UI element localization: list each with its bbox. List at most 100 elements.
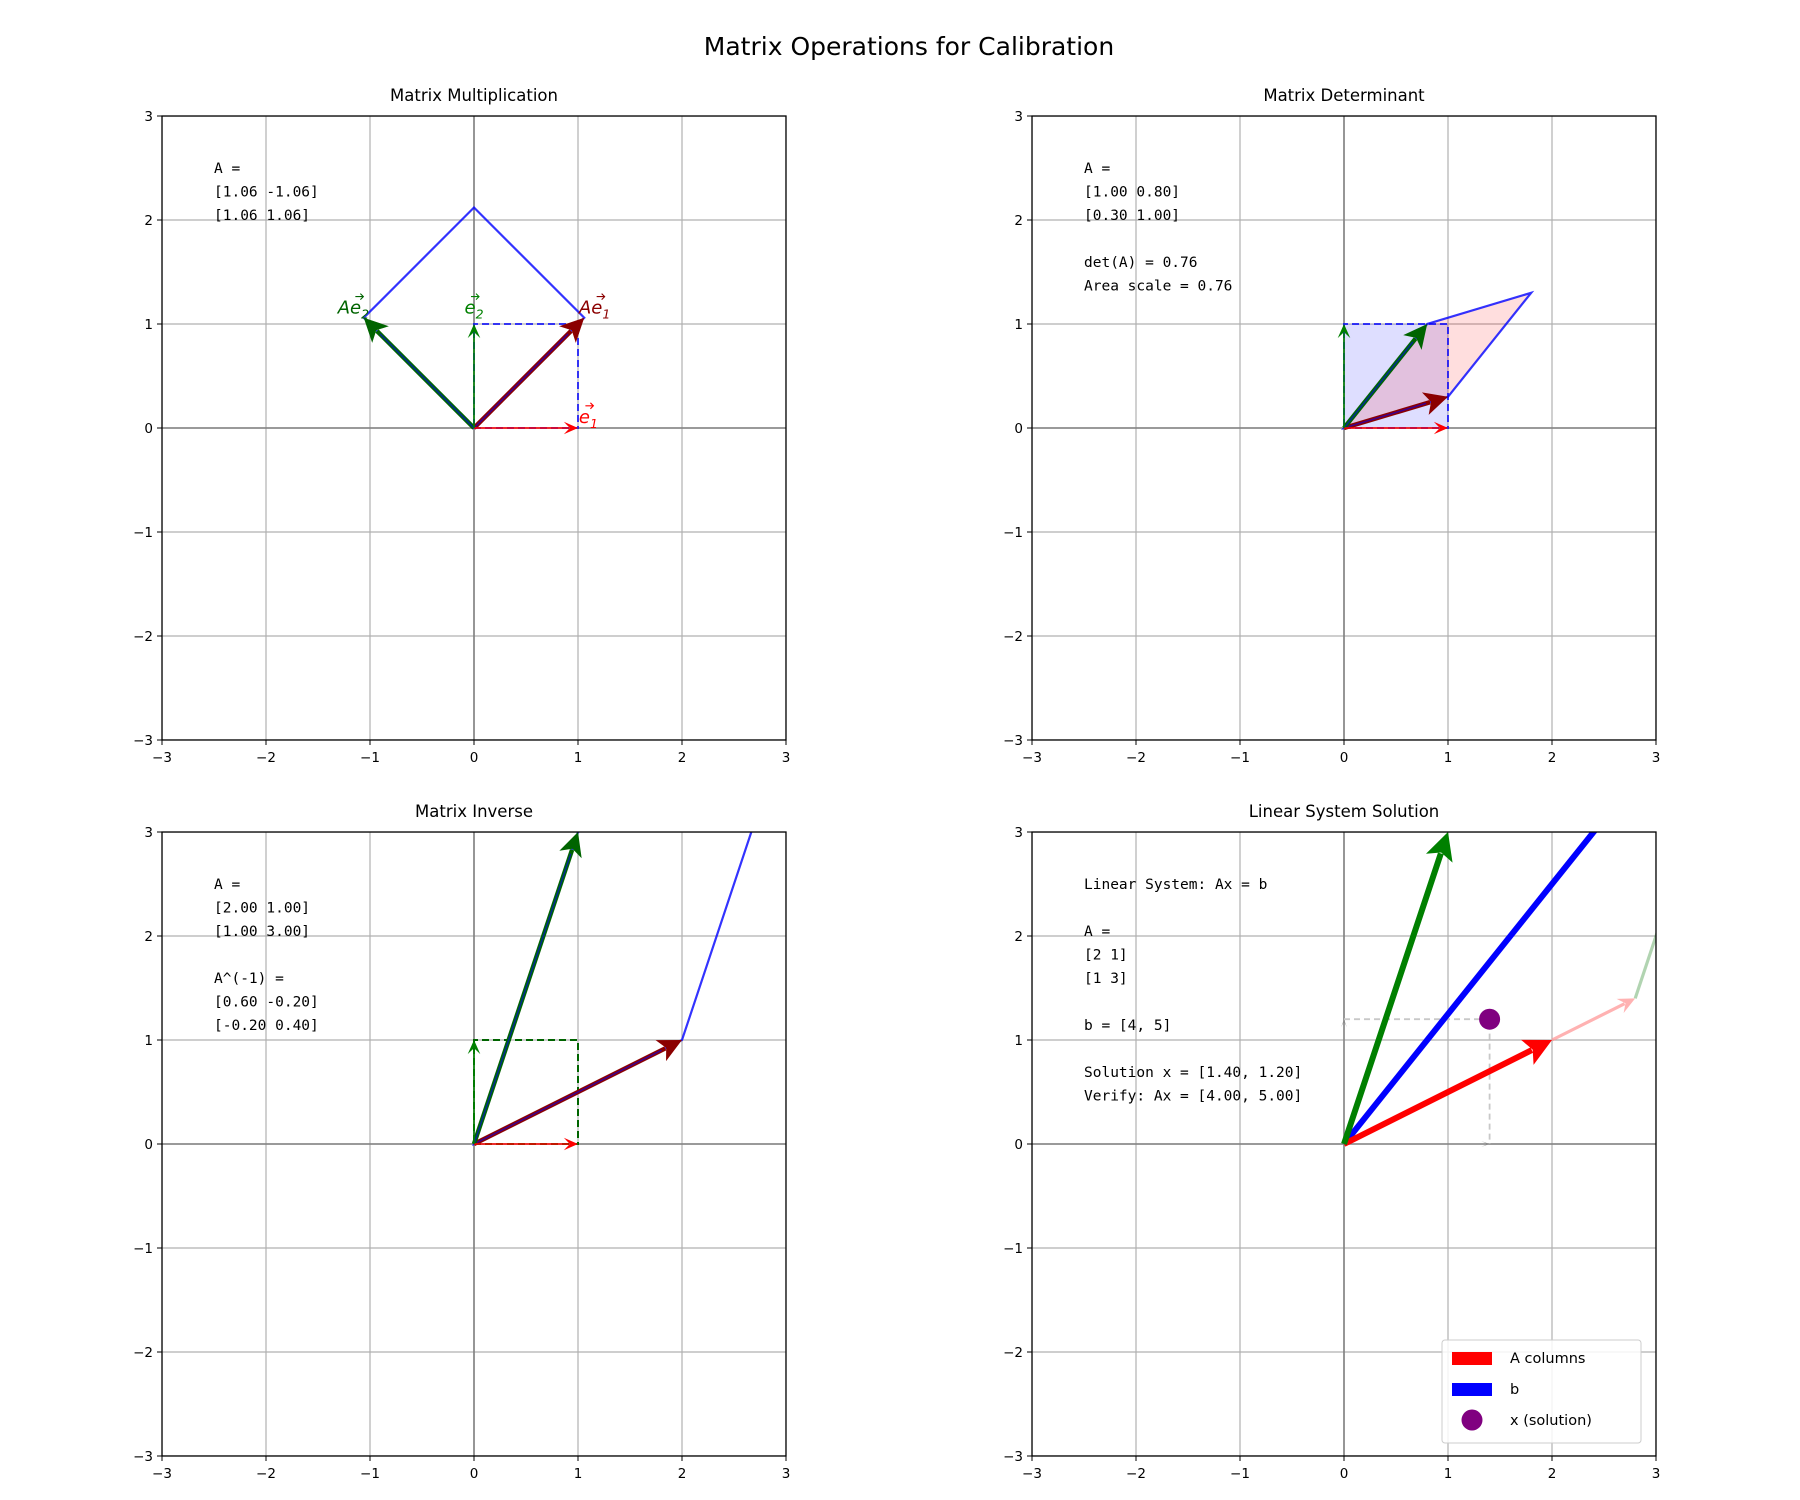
- scaled-column-1-shaft: [1551, 1002, 1626, 1042]
- vector-label-ae1: Ae1: [578, 298, 610, 322]
- unit-square-fill: [1344, 324, 1448, 428]
- vector-label-accent: [355, 293, 365, 300]
- transformed-fill: [1344, 292, 1532, 428]
- y-tick-label: 0: [1014, 1137, 1023, 1153]
- panel-matrix-multiplication: Matrix Multiplication −3 −2 −1 0 1 2 3 −3 −2 −1 0 1…: [133, 86, 790, 766]
- annotation-line: Area scale = 0.76: [1084, 279, 1232, 295]
- x-tick-label: 3: [782, 750, 791, 766]
- annotation-line: [1.00 0.80]: [1084, 185, 1180, 201]
- annotation-line: Verify: Ax = [4.00, 5.00]: [1084, 1089, 1302, 1105]
- legend-swatch: [1452, 1352, 1492, 1365]
- vector-Ae1-core: [473, 333, 569, 429]
- y-tick-label: 2: [144, 929, 153, 945]
- vector-e1: [474, 1137, 578, 1151]
- annotation-line: Solution x = [1.40, 1.20]: [1084, 1065, 1302, 1081]
- x-tick-label: −1: [1230, 750, 1250, 766]
- vector-label-subscript: 1: [602, 307, 610, 322]
- vector-e2-head: [1337, 324, 1351, 339]
- annotation-line: [1084, 901, 1093, 917]
- plot-area: [1032, 624, 1760, 1456]
- plot-area: [1032, 116, 1656, 740]
- panel-matrix-inverse: Matrix Inverse −3 −2 −1 0 1 2 3 −3 −2 −1 0 1 2 3 A = [2…: [133, 802, 791, 1482]
- annotation-line: A =: [214, 161, 240, 177]
- y-tick-label: 1: [144, 317, 153, 333]
- vector-label-base: e: [464, 298, 475, 319]
- vector-e2: [467, 324, 481, 428]
- x-tick-label: 2: [1548, 750, 1557, 766]
- x-tick-label: −3: [1022, 1466, 1042, 1482]
- x-tick-label: 0: [470, 750, 479, 766]
- y-tick-label: 1: [1014, 1033, 1023, 1049]
- y-tick-label: 3: [144, 825, 153, 841]
- y-tick-label: 2: [1014, 213, 1023, 229]
- annotation-line: [2.00 1.00]: [214, 901, 310, 917]
- scaled-column-1: [1551, 998, 1636, 1042]
- b-vector: [1341, 624, 1760, 1146]
- vector-label-base: e: [579, 407, 590, 428]
- scaled-column-2-shaft: [1633, 930, 1656, 999]
- panel-title: Matrix Multiplication: [390, 86, 558, 105]
- y-tick-label: −3: [133, 1449, 153, 1465]
- vector-Ae1-core: [1343, 402, 1427, 429]
- annotation-line: A =: [1084, 161, 1110, 177]
- scaled-column-2: [1633, 930, 1656, 999]
- annotation-line: [1084, 995, 1093, 1011]
- y-tick-label: 0: [144, 1137, 153, 1153]
- x-tick-label: 1: [1444, 750, 1453, 766]
- y-tick-label: −3: [1003, 733, 1023, 749]
- vector-e1: [474, 421, 578, 435]
- panel-title: Matrix Determinant: [1263, 86, 1425, 105]
- annotation-line: [0.60 -0.20]: [214, 995, 319, 1011]
- vector-label-subscript: 2: [361, 307, 369, 322]
- y-tick-label: 3: [1014, 109, 1023, 125]
- vector-e1-head: [1433, 421, 1448, 435]
- vector-e2: [1337, 324, 1351, 428]
- legend-label: x (solution): [1510, 1413, 1592, 1429]
- x-tick-label: 3: [782, 1466, 791, 1482]
- solution-y-component: [1341, 1019, 1347, 1144]
- annotation-line: [1.00 3.00]: [214, 924, 310, 940]
- vector-label-accent: [585, 402, 595, 410]
- legend-label: A columns: [1510, 1351, 1585, 1367]
- annotation-line: A^(-1) =: [214, 971, 284, 987]
- annotation-line: Linear System: Ax = b: [1084, 877, 1267, 893]
- vector-Ae2-head: [363, 317, 389, 343]
- x-tick-label: 2: [1548, 1466, 1557, 1482]
- x-tick-label: −1: [1230, 1466, 1250, 1482]
- vector-Ae2-core: [1343, 341, 1414, 429]
- a-column-2: [1341, 832, 1453, 1145]
- x-tick-label: −2: [1126, 750, 1146, 766]
- y-tick-label: 0: [1014, 421, 1023, 437]
- b-vector-shaft: [1341, 832, 1598, 1146]
- x-tick-label: 2: [678, 750, 687, 766]
- vector-Ae1-head: [559, 317, 585, 343]
- legend-box: [1441, 1339, 1642, 1444]
- legend-label: b: [1510, 1382, 1519, 1398]
- b-vector-head: [1732, 624, 1760, 654]
- panel-matrix-determinant: Matrix Determinant −3 −2 −1 0 1 2 3 −3 −2 −1 0 1 2 3 A…: [1003, 86, 1660, 766]
- matrix-annotation: A = [1.06 -1.06] [1.06 1.06]: [214, 161, 319, 224]
- solution-x-component: [1344, 1141, 1490, 1147]
- axes-frame: [1031, 115, 1657, 741]
- annotation-line: [1.06 -1.06]: [214, 185, 319, 201]
- x-tick-label: 0: [1340, 1466, 1349, 1482]
- y-tick-label: −1: [1003, 1241, 1023, 1257]
- annotation-line: [0.30 1.00]: [1084, 208, 1180, 224]
- vector-Ae2-head: [1403, 324, 1428, 350]
- panel-linear-system-solution: Linear System Solution −3 −2 −1 0 1 2 3 −3 −2 −1 0…: [1003, 624, 1760, 1482]
- vector-e1-head: [563, 421, 578, 435]
- matrix-annotation: Linear System: Ax = b A = [2 1] [1 3] b = …: [1084, 877, 1302, 1105]
- matrix-annotation: A = [2.00 1.00] [1.00 3.00] A^(-1) = [0.60 …: [214, 877, 319, 1034]
- x-tick-label: 0: [1340, 750, 1349, 766]
- vector-e1-head: [563, 1137, 578, 1151]
- a-column-2-head: [1425, 832, 1453, 863]
- y-tick-label: −1: [133, 525, 153, 541]
- a-column-2-shaft: [1341, 852, 1444, 1145]
- scaled-column-1-head: [1616, 998, 1636, 1013]
- solution-x-component-head: [1481, 1141, 1490, 1147]
- panel-title: Matrix Inverse: [415, 802, 533, 821]
- vector-e2-head: [467, 324, 481, 339]
- annotation-line: [1 3]: [1084, 971, 1128, 987]
- y-tick-label: −1: [133, 1241, 153, 1257]
